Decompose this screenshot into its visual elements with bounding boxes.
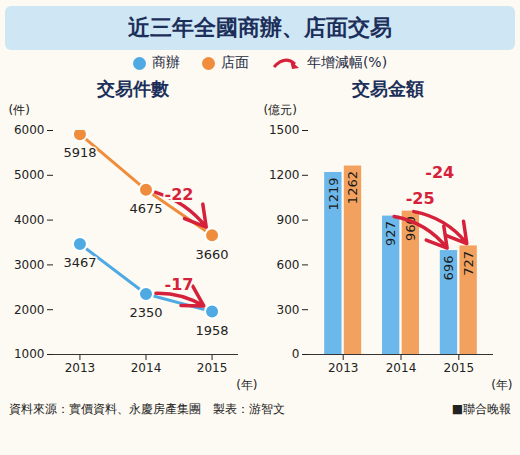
svg-text:2013: 2013 — [328, 361, 359, 375]
svg-text:960: 960 — [403, 216, 418, 241]
svg-text:(年): (年) — [491, 378, 512, 392]
svg-text:0: 0 — [292, 347, 300, 361]
svg-text:2000: 2000 — [14, 303, 45, 317]
svg-text:600: 600 — [277, 258, 300, 272]
svg-text:1200: 1200 — [269, 168, 300, 182]
svg-text:696: 696 — [441, 256, 456, 281]
html-text:年增減幅(%): 年增減幅(%) — [306, 54, 388, 70]
svg-text:3660: 3660 — [196, 246, 229, 261]
svg-text:2014: 2014 — [386, 361, 417, 375]
svg-text:-22: -22 — [165, 185, 194, 204]
svg-text:2013: 2013 — [65, 361, 96, 375]
svg-text:927: 927 — [383, 221, 398, 246]
svg-text:-24: -24 — [425, 163, 454, 182]
html-text:交易件數: 交易件數 — [96, 78, 169, 99]
html-text:■聯合晚報: ■聯合晚報 — [451, 401, 511, 416]
svg-text:2015: 2015 — [444, 361, 475, 375]
svg-text:4000: 4000 — [14, 213, 45, 227]
html-text:資料來源：實價資料、永慶房產集團 製表：游智文: 資料來源：實價資料、永慶房產集團 製表：游智文 — [9, 401, 285, 416]
html-text:交易金額: 交易金額 — [351, 78, 424, 99]
svg-text:2350: 2350 — [129, 305, 162, 320]
svg-text:-17: -17 — [165, 275, 194, 294]
svg-text:(年): (年) — [236, 378, 257, 392]
svg-text:2015: 2015 — [197, 361, 228, 375]
svg-text:1500: 1500 — [269, 123, 300, 137]
svg-text:1958: 1958 — [196, 323, 229, 338]
svg-text:1219: 1219 — [326, 177, 341, 210]
svg-text:4675: 4675 — [129, 201, 162, 216]
svg-text:(億元): (億元) — [264, 103, 297, 117]
svg-text:2014: 2014 — [131, 361, 162, 375]
svg-text:3000: 3000 — [14, 258, 45, 272]
svg-text:727: 727 — [461, 251, 476, 276]
svg-text:-25: -25 — [406, 189, 435, 208]
svg-text:5918: 5918 — [63, 145, 96, 160]
svg-text:6000: 6000 — [14, 123, 45, 137]
svg-text:1000: 1000 — [14, 347, 45, 361]
svg-text:(件): (件) — [9, 103, 30, 117]
svg-text:3467: 3467 — [63, 255, 96, 270]
svg-text:5000: 5000 — [14, 168, 45, 182]
svg-text:300: 300 — [277, 303, 300, 317]
html-text:近三年全國商辦、店面交易: 近三年全國商辦、店面交易 — [128, 15, 392, 40]
html-text:商辦: 商辦 — [151, 54, 180, 70]
html-text:店面: 店面 — [220, 54, 249, 70]
svg-text:900: 900 — [277, 213, 300, 227]
svg-text:1262: 1262 — [345, 171, 360, 204]
